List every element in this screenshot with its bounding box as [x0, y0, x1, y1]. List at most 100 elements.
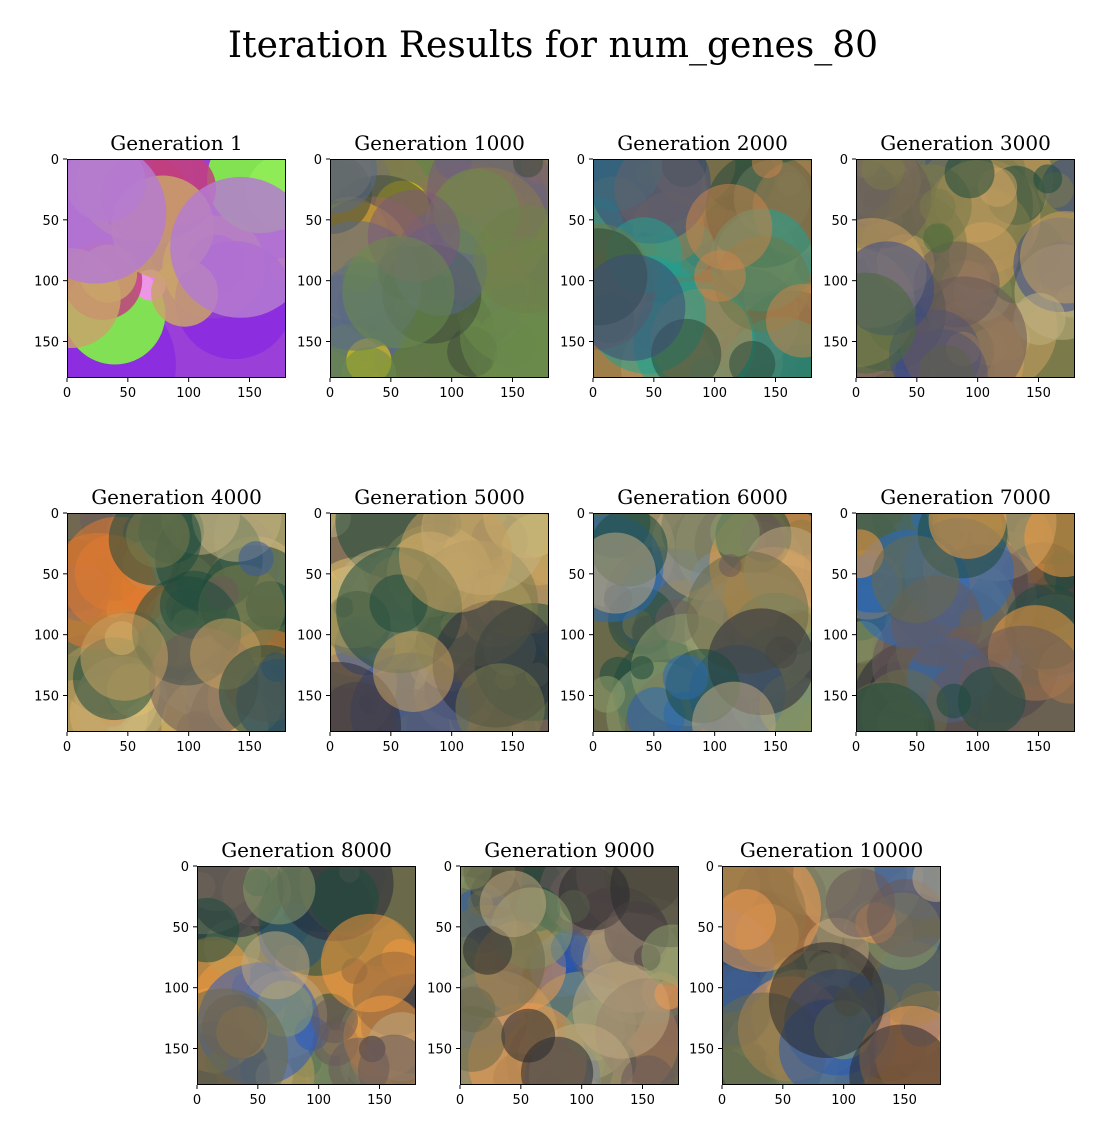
- generated-image: [460, 866, 679, 1085]
- gene-circle: [197, 988, 289, 1085]
- generated-image: [722, 866, 941, 1085]
- panel-1: Generation 1 0 50 100 150 0 50 100 150: [34, 131, 286, 401]
- gene-circle: [80, 613, 169, 701]
- y-tick-label: 150: [560, 690, 585, 705]
- x-tick-label: 150: [763, 386, 788, 401]
- gene-circle: [768, 942, 885, 1058]
- gene-circle: [694, 250, 746, 302]
- gene-circle: [593, 675, 626, 713]
- x-tick-label: 100: [831, 1093, 856, 1108]
- gene-circle: [923, 222, 954, 253]
- gene-circle: [330, 661, 402, 732]
- y-tick-label: 150: [297, 336, 322, 351]
- gene-circle: [641, 924, 679, 987]
- y-tick-label: 100: [297, 629, 322, 644]
- x-tick-label: 50: [646, 740, 663, 755]
- panel-title: Generation 4000: [91, 485, 262, 509]
- x-tick-label: 150: [630, 1093, 655, 1108]
- panel-3: Generation 2000 0 50 100 150 0 50 100 150: [560, 131, 812, 401]
- x-tick-label: 0: [193, 1093, 201, 1108]
- panel-title: Generation 1000: [354, 131, 525, 155]
- y-tick-label: 0: [314, 507, 322, 522]
- gene-circle: [1019, 211, 1075, 304]
- x-tick-label: 0: [589, 386, 597, 401]
- y-tick-label: 50: [568, 214, 585, 229]
- gene-circle: [593, 254, 686, 361]
- gene-circle: [170, 176, 286, 318]
- panel-title: Generation 10000: [740, 838, 923, 862]
- gene-circle: [856, 272, 917, 374]
- x-tick-label: 150: [237, 740, 262, 755]
- y-tick-label: 0: [444, 860, 452, 875]
- panel-title: Generation 3000: [880, 131, 1051, 155]
- axes-frame: [197, 866, 416, 1085]
- gene-circle: [460, 1005, 506, 1072]
- gene-circle: [710, 513, 760, 557]
- generated-image: [330, 159, 549, 378]
- y-tick-label: 150: [297, 690, 322, 705]
- generated-image: [67, 159, 286, 378]
- gene-circle: [825, 868, 896, 938]
- gene-circle: [330, 159, 377, 214]
- gene-circle: [912, 866, 941, 902]
- gene-circle: [692, 681, 776, 732]
- gene-circle: [455, 663, 545, 732]
- x-tick-label: 150: [367, 1093, 392, 1108]
- x-tick-label: 0: [63, 740, 71, 755]
- y-tick-label: 150: [560, 336, 585, 351]
- x-tick-label: 150: [500, 740, 525, 755]
- x-tick-label: 100: [965, 740, 990, 755]
- gene-circle: [751, 159, 783, 179]
- y-tick-label: 0: [577, 153, 585, 168]
- x-tick-label: 100: [569, 1093, 594, 1108]
- panel-title: Generation 6000: [617, 485, 788, 509]
- y-tick-label: 150: [689, 1043, 714, 1058]
- x-tick-label: 100: [702, 386, 727, 401]
- gene-circle: [718, 554, 742, 577]
- x-tick-label: 150: [763, 740, 788, 755]
- y-tick-label: 150: [34, 690, 59, 705]
- gene-circle: [501, 1008, 556, 1063]
- gene-circle: [241, 931, 310, 1000]
- y-tick-label: 150: [823, 690, 848, 705]
- y-tick-label: 100: [560, 629, 585, 644]
- panel-7: Generation 6000 0 50 100 150 0 50 100 150: [560, 485, 812, 755]
- gene-circle: [372, 631, 454, 712]
- y-tick-label: 50: [435, 921, 452, 936]
- gene-circle: [849, 1024, 941, 1085]
- y-tick-label: 50: [305, 214, 322, 229]
- y-tick-label: 50: [697, 921, 714, 936]
- gene-circle: [662, 654, 709, 700]
- panel-title: Generation 5000: [354, 485, 525, 509]
- y-tick-label: 0: [314, 153, 322, 168]
- gene-circle: [320, 913, 416, 1013]
- gene-circle: [944, 159, 995, 199]
- y-tick-label: 100: [823, 629, 848, 644]
- y-tick-label: 0: [51, 153, 59, 168]
- generated-image: [330, 513, 549, 732]
- y-tick-label: 100: [560, 275, 585, 290]
- gene-circle: [328, 1037, 390, 1085]
- x-tick-label: 0: [326, 386, 334, 401]
- x-tick-label: 0: [63, 386, 71, 401]
- gene-circle: [1033, 164, 1063, 194]
- figure-title: Iteration Results for num_genes_80: [228, 25, 878, 66]
- gene-circle: [197, 897, 240, 963]
- axes-frame: [593, 513, 812, 732]
- y-tick-label: 100: [34, 275, 59, 290]
- x-tick-label: 50: [513, 1093, 530, 1108]
- panel-4: Generation 3000 0 50 100 150 0 50 100 150: [823, 131, 1075, 401]
- gene-circle: [861, 159, 905, 191]
- y-tick-label: 150: [823, 336, 848, 351]
- axes-frame: [67, 513, 286, 732]
- y-tick-label: 100: [427, 982, 452, 997]
- gene-circle: [243, 866, 316, 925]
- panel-2: Generation 1000 0 50 100 150 0 50 100 150: [297, 131, 549, 401]
- panel-title: Generation 7000: [880, 485, 1051, 509]
- gene-circle: [957, 666, 1026, 732]
- y-tick-label: 100: [689, 982, 714, 997]
- y-tick-label: 0: [840, 153, 848, 168]
- y-tick-label: 0: [51, 507, 59, 522]
- x-tick-label: 100: [965, 386, 990, 401]
- panel-title: Generation 8000: [221, 838, 392, 862]
